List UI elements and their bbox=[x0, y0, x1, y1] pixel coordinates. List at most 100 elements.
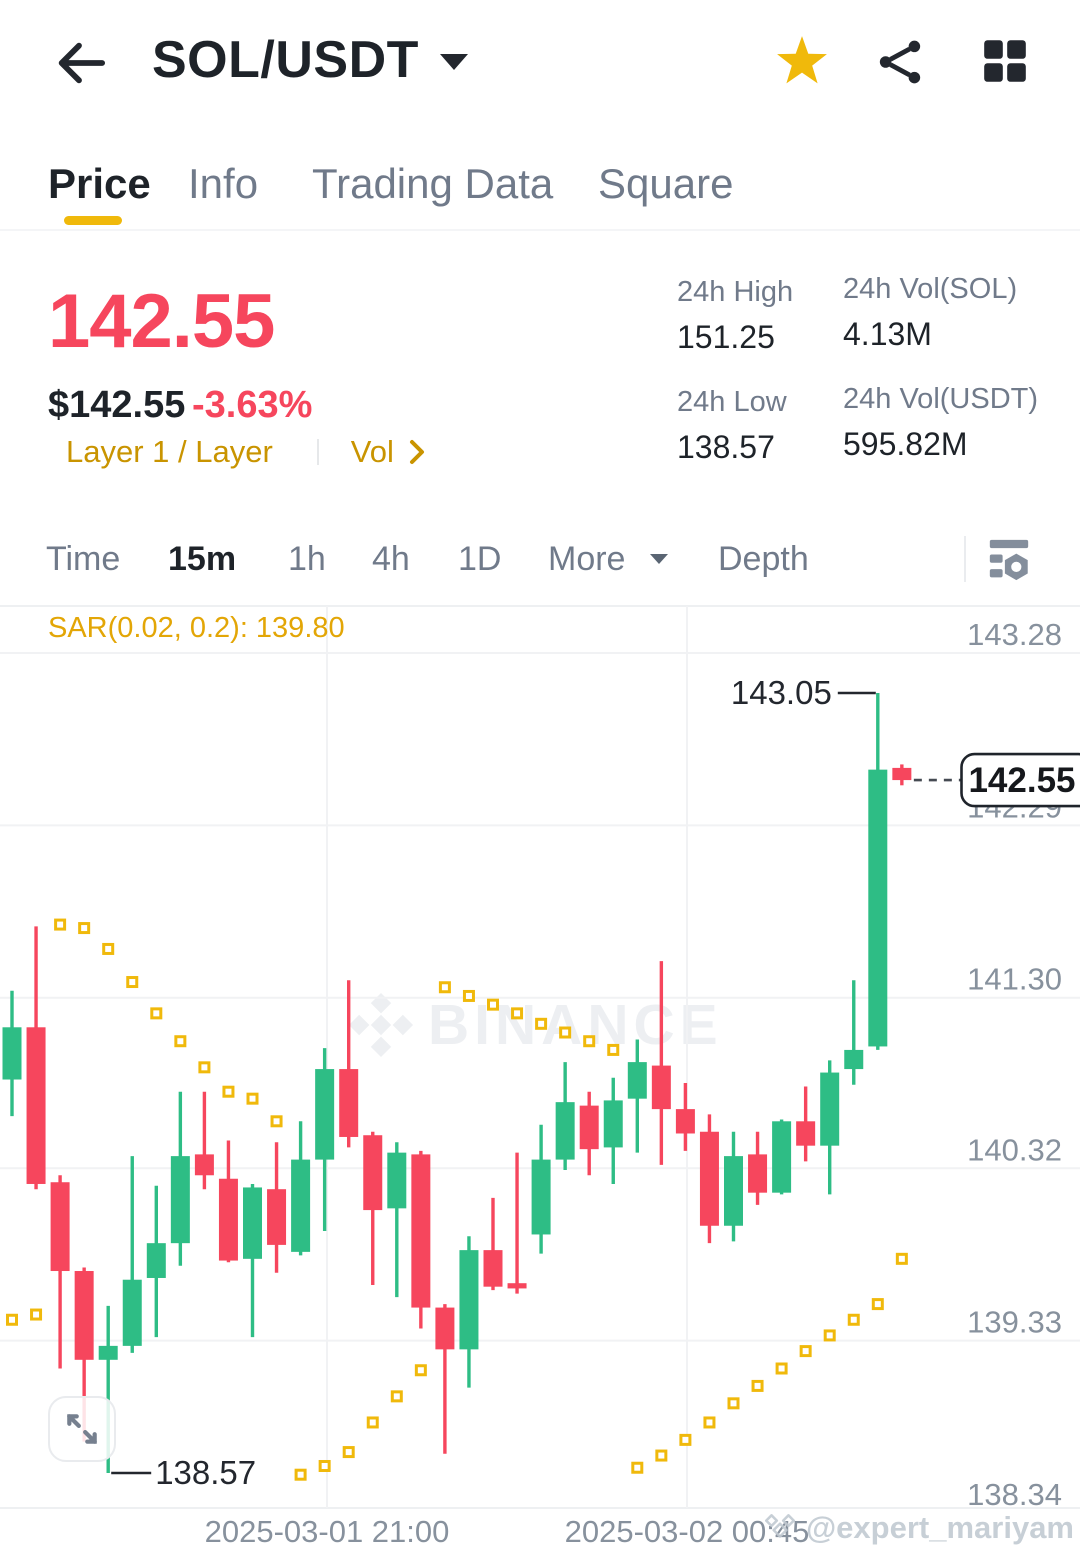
y-axis-label: 139.33 bbox=[967, 1305, 1062, 1340]
candle-body bbox=[748, 1154, 768, 1193]
sar-dot bbox=[78, 922, 91, 935]
candle-body bbox=[724, 1156, 743, 1226]
interval-4h[interactable]: 4h bbox=[372, 540, 410, 578]
stat-value: 151.25 bbox=[677, 319, 775, 355]
author-logo-icon bbox=[764, 1514, 795, 1538]
candle-body bbox=[122, 1279, 142, 1346]
sar-dot bbox=[270, 1115, 283, 1128]
candle-body bbox=[892, 767, 912, 781]
sar-indicator-label[interactable]: SAR(0.02, 0.2): 139.80 bbox=[48, 612, 345, 644]
stat-value: 595.82M bbox=[843, 426, 968, 462]
expand-chart-button[interactable] bbox=[48, 1396, 116, 1462]
last-price-box-value: 142.55 bbox=[968, 761, 1075, 800]
tab-info[interactable]: Info bbox=[188, 160, 259, 207]
candle-body bbox=[291, 1159, 311, 1252]
fiat-price: $142.55 bbox=[48, 384, 186, 426]
low-price-label: 138.57 bbox=[155, 1454, 256, 1491]
page-title[interactable]: SOL/USDT bbox=[152, 31, 419, 89]
candle-body bbox=[387, 1152, 407, 1209]
indicator-settings-icon[interactable] bbox=[988, 538, 1030, 582]
stat-label: 24h Low bbox=[677, 386, 787, 418]
toolbar-divider bbox=[964, 536, 966, 582]
sar-dot bbox=[294, 1468, 307, 1481]
sar-dot bbox=[799, 1345, 812, 1358]
author-watermark: @expert_mariyam bbox=[762, 1510, 1074, 1546]
sar-dot bbox=[775, 1362, 788, 1375]
back-arrow-icon[interactable] bbox=[52, 36, 106, 90]
tag-divider bbox=[316, 439, 319, 465]
candle-body bbox=[531, 1159, 551, 1235]
candle-body bbox=[772, 1121, 792, 1193]
candle-body bbox=[699, 1131, 719, 1226]
watermark-text: BINANCE bbox=[428, 993, 723, 1057]
candle-body bbox=[146, 1243, 166, 1278]
sar-dot bbox=[583, 1035, 596, 1048]
interval-time[interactable]: Time bbox=[46, 540, 121, 578]
sar-dot bbox=[342, 1446, 355, 1459]
stat-label: 24h Vol(SOL) bbox=[843, 273, 1018, 305]
category-link[interactable]: Layer 1 / Layer bbox=[66, 434, 273, 469]
interval-depth[interactable]: Depth bbox=[718, 540, 809, 578]
candle-body bbox=[411, 1154, 431, 1308]
candle-body bbox=[339, 1069, 359, 1137]
interval-1d[interactable]: 1D bbox=[458, 540, 502, 578]
binance-logo-icon bbox=[348, 992, 414, 1058]
change-percent: -3.63% bbox=[192, 384, 313, 426]
stat-label: 24h High bbox=[677, 276, 794, 308]
candle-body bbox=[844, 1049, 864, 1070]
more-caret-icon[interactable] bbox=[648, 552, 670, 566]
favorite-star-icon[interactable] bbox=[776, 34, 828, 86]
stat-label: 24h Vol(USDT) bbox=[843, 383, 1039, 415]
vol-chevron-icon[interactable] bbox=[408, 439, 426, 465]
vol-link[interactable]: Vol bbox=[350, 434, 394, 469]
candle-body bbox=[243, 1187, 262, 1259]
high-price-label: 143.05 bbox=[731, 674, 832, 711]
sar-dot bbox=[847, 1313, 860, 1326]
candle-body bbox=[98, 1345, 118, 1360]
x-axis-label: 2025-03-01 21:00 bbox=[205, 1514, 450, 1549]
sar-dot bbox=[30, 1308, 43, 1321]
sar-dot bbox=[462, 989, 475, 1002]
sar-dot bbox=[174, 1035, 187, 1048]
candle-body bbox=[507, 1283, 527, 1289]
sar-dot bbox=[703, 1416, 716, 1429]
candle-body bbox=[218, 1178, 238, 1261]
tab-bar: Price Info Trading Data Square bbox=[0, 156, 1080, 230]
tab-trading-data[interactable]: Trading Data bbox=[312, 160, 554, 207]
candle-body bbox=[627, 1062, 647, 1099]
sar-dot bbox=[246, 1092, 259, 1105]
tab-square[interactable]: Square bbox=[598, 160, 734, 207]
sar-dot bbox=[198, 1061, 211, 1074]
pair-dropdown-caret-icon[interactable] bbox=[438, 52, 470, 72]
sar-dot bbox=[751, 1379, 764, 1392]
sar-dot bbox=[414, 1364, 427, 1377]
author-watermark-text: @expert_mariyam bbox=[805, 1510, 1074, 1545]
sar-dot bbox=[823, 1329, 836, 1342]
sar-dot bbox=[871, 1298, 884, 1311]
last-price-box[interactable] bbox=[960, 752, 1080, 808]
sar-dot bbox=[655, 1449, 668, 1462]
sar-dot bbox=[126, 976, 139, 989]
expand-arrows-icon bbox=[67, 1414, 97, 1444]
sar-dot bbox=[318, 1459, 331, 1472]
layout-grid-icon[interactable] bbox=[982, 38, 1028, 84]
sar-dot bbox=[631, 1461, 644, 1474]
candle-body bbox=[796, 1121, 816, 1146]
y-axis-label: 140.32 bbox=[967, 1132, 1062, 1167]
candle-body bbox=[26, 1027, 46, 1184]
sar-dot bbox=[222, 1085, 235, 1098]
candle-body bbox=[651, 1065, 671, 1110]
candle-body bbox=[555, 1102, 575, 1160]
share-icon[interactable] bbox=[876, 38, 924, 86]
candle-body bbox=[315, 1069, 335, 1160]
sar-dot bbox=[487, 998, 499, 1011]
sar-dot bbox=[102, 942, 115, 955]
y-axis-label: 141.30 bbox=[967, 962, 1062, 997]
candle-body bbox=[483, 1250, 503, 1287]
interval-more[interactable]: More bbox=[548, 540, 626, 578]
tab-price[interactable]: Price bbox=[48, 160, 151, 207]
interval-15m[interactable]: 15m bbox=[168, 540, 237, 578]
interval-1h[interactable]: 1h bbox=[288, 540, 326, 578]
candle-body bbox=[194, 1154, 214, 1176]
